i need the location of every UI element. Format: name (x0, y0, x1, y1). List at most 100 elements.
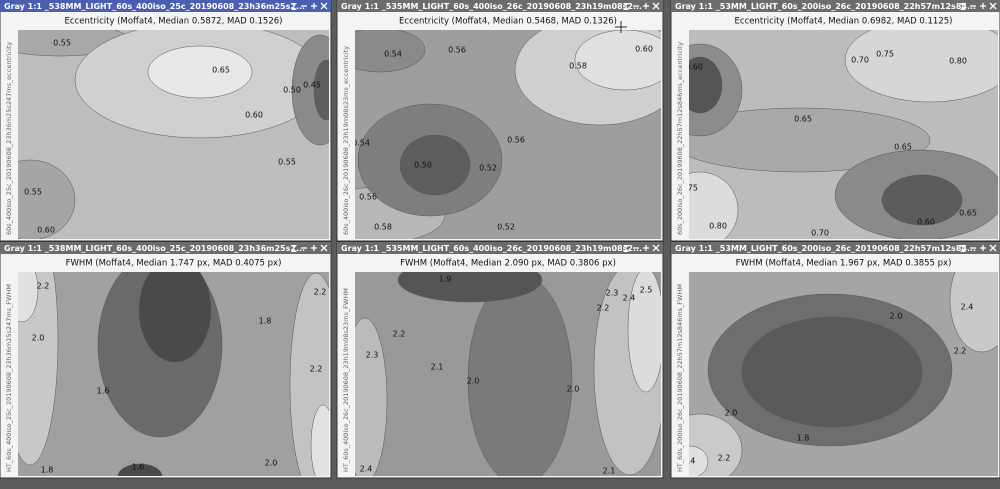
contour-label: 2.0 (725, 409, 738, 418)
contour-region (689, 107, 931, 173)
contour-label: 2.3 (606, 289, 619, 298)
window-button-shade[interactable] (623, 245, 630, 252)
contour-label: 1.8 (41, 466, 54, 475)
contour-region (18, 272, 59, 466)
contour-label: 1.8 (259, 317, 272, 326)
contour-plot: 0.54 0.56 0.58 0.60 0.54 0.56 0.50 0.52 0.56 0.58… (352, 30, 661, 239)
contour-plot: 0.55 0.65 0.500.45 0.60 0.55 0.55 0.60 (18, 30, 329, 239)
contour-label: 0.75 (680, 184, 698, 193)
contour-label: 2.0 (265, 459, 278, 468)
contour-label: 2.4 (683, 457, 696, 466)
window-button-close[interactable] (652, 2, 660, 10)
contour-label: 2.3 (366, 351, 379, 360)
contour-label: 0.54 (384, 50, 402, 59)
side-label: 60s_200iso_26c_20190608_22h57m12s846ms_e… (676, 42, 684, 235)
contour-label: 0.55 (24, 188, 42, 197)
contour-label: 2.2 (718, 454, 731, 463)
window-title: Gray 1:1 _538MM_LIGHT_60s_400iso_25c_201… (4, 2, 305, 11)
contour-label: 0.60 (635, 45, 653, 54)
icon (291, 245, 297, 252)
contour-region (399, 134, 471, 196)
contour-label: 0.56 (359, 193, 377, 202)
window-button-shade[interactable] (623, 3, 630, 10)
window-button-iconize[interactable] (301, 3, 308, 10)
window-button-close[interactable] (320, 244, 328, 252)
contour-label: 0.60 (37, 226, 55, 235)
image-window: Gray 1:1 _53MM_LIGHT_60s_200iso_26c_2019… (670, 0, 1000, 242)
contour-label: 2.2 (310, 365, 323, 374)
contour-label: 0.58 (569, 62, 587, 71)
contour-label: 2.0 (32, 334, 45, 343)
title-bar (0, 0, 331, 12)
side-label: HT_60s_400iso_26c_20190608_23h19m08s23ms… (342, 288, 350, 472)
plot-title: Eccentricity (Moffat4, Median 0.5468, MA… (399, 17, 617, 27)
contour-region (18, 159, 76, 239)
contour-label: 2.0 (467, 377, 480, 386)
window-button-shade[interactable] (291, 245, 298, 252)
window-button-close[interactable] (652, 244, 660, 252)
window-button-close[interactable] (989, 2, 997, 10)
plot-title: FWHM (Moffat4, Median 1.967 px, MAD 0.38… (736, 259, 952, 269)
side-label: 60s_400iso_25c_20190608_23h36m25s247ms_e… (5, 42, 13, 235)
window-button-close[interactable] (320, 2, 328, 10)
contour-label: 0.65 (959, 209, 977, 218)
contour-region (741, 316, 923, 428)
contour-label: 0.80 (949, 57, 967, 66)
window-button-maximize[interactable] (980, 3, 987, 10)
contour-label: 0.65 (794, 115, 812, 124)
contour-region (397, 272, 543, 303)
contour-label: 0.52 (479, 164, 497, 173)
contour-label: 0.60 (685, 63, 703, 72)
icon (652, 2, 660, 10)
window-title: Gray 1:1 _538MM_LIGHT_60s_400iso_25c_201… (4, 244, 305, 253)
window-button-iconize[interactable] (633, 3, 640, 10)
contour-plot: 2.0 2.4 2.2 2.0 1.8 2.4 2.2 (683, 272, 998, 476)
contour-label: 0.58 (374, 223, 392, 232)
contour-label: 0.54 (352, 139, 370, 148)
contour-label: 2.2 (393, 330, 406, 339)
contour-region (313, 59, 329, 121)
window-button-shade[interactable] (960, 245, 967, 252)
window-button-maximize[interactable] (980, 245, 987, 252)
title-bar (337, 0, 663, 12)
contour-label: 0.75 (876, 50, 894, 59)
window-button-maximize[interactable] (311, 3, 318, 10)
window-button-iconize[interactable] (970, 245, 977, 252)
window-button-iconize[interactable] (970, 3, 977, 10)
icon (320, 244, 328, 252)
window-title: Gray 1:1 _53MM_LIGHT_60s_200iso_26c_2019… (675, 244, 976, 253)
image-window: Gray 1:1 _535MM_LIGHT_60s_400iso_26c_201… (336, 241, 664, 479)
contour-plot: 1.9 2.3 2.4 2.5 2.2 2.2 2.3 2.1 2.0 2.0 2.4 2.1 (355, 272, 661, 476)
image-window: Gray 1:1 _53MM_LIGHT_60s_200iso_26c_2019… (670, 241, 1000, 479)
image-window: Gray 1:1 _538MM_LIGHT_60s_400iso_25c_201… (0, 0, 332, 242)
contour-label: 0.55 (53, 39, 71, 48)
window-button-iconize[interactable] (633, 245, 640, 252)
contour-region (844, 30, 998, 103)
window-button-maximize[interactable] (643, 3, 650, 10)
plot-title: FWHM (Moffat4, Median 1.747 px, MAD 0.40… (66, 259, 282, 269)
window-button-shade[interactable] (291, 3, 298, 10)
contour-region (355, 317, 388, 476)
contour-label: 0.50 (414, 161, 432, 170)
icon (291, 3, 297, 10)
contour-plot: 0.60 0.70 0.75 0.80 0.65 0.65 0.75 0.80 0.70 0.60… (680, 30, 998, 239)
window-title: Gray 1:1 _53MM_LIGHT_60s_200iso_26c_2019… (675, 2, 976, 11)
icon (960, 245, 966, 252)
side-label: HT_60s_200iso_26c_20190608_22h57m12s846m… (676, 284, 684, 472)
title-bar (337, 242, 663, 254)
window-button-iconize[interactable] (301, 245, 308, 252)
window-button-shade[interactable] (960, 3, 967, 10)
window-button-maximize[interactable] (311, 245, 318, 252)
contour-label: 2.1 (431, 363, 444, 372)
contour-region (117, 463, 163, 476)
contour-label: 2.0 (890, 312, 903, 321)
title-bar (671, 0, 1000, 12)
plot-title: FWHM (Moffat4, Median 2.090 px, MAD 0.38… (400, 259, 616, 269)
plot-title: Eccentricity (Moffat4, Median 0.6982, MA… (735, 17, 953, 27)
image-window: Gray 1:1 _535MM_LIGHT_60s_400iso_26c_201… (336, 0, 664, 242)
contour-label: 0.45 (303, 81, 321, 90)
window-button-maximize[interactable] (643, 245, 650, 252)
contour-label: 2.2 (314, 288, 327, 297)
window-button-close[interactable] (989, 244, 997, 252)
